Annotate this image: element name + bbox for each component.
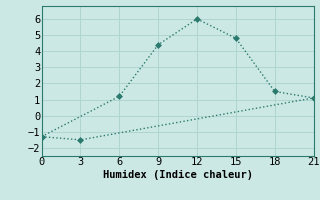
X-axis label: Humidex (Indice chaleur): Humidex (Indice chaleur) — [103, 170, 252, 180]
